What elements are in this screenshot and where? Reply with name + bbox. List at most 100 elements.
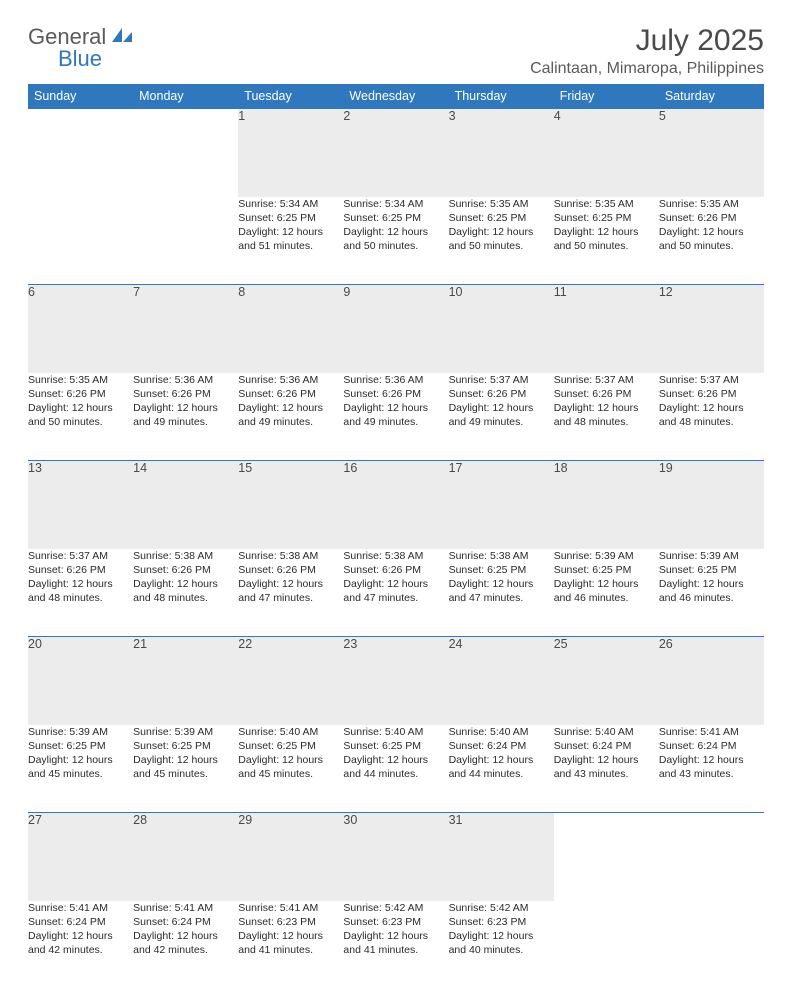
sunset-text: Sunset: 6:23 PM bbox=[449, 915, 554, 929]
sunset-text: Sunset: 6:25 PM bbox=[449, 563, 554, 577]
sunset-text: Sunset: 6:25 PM bbox=[659, 563, 764, 577]
daylight-text-1: Daylight: 12 hours bbox=[449, 577, 554, 591]
sunset-text: Sunset: 6:23 PM bbox=[343, 915, 448, 929]
sunrise-text: Sunrise: 5:34 AM bbox=[343, 197, 448, 211]
sunrise-text: Sunrise: 5:42 AM bbox=[449, 901, 554, 915]
day-content-cell: Sunrise: 5:41 AMSunset: 6:23 PMDaylight:… bbox=[238, 901, 343, 989]
daylight-text-2: and 44 minutes. bbox=[343, 767, 448, 781]
daylight-text-1: Daylight: 12 hours bbox=[343, 929, 448, 943]
sunrise-text: Sunrise: 5:39 AM bbox=[133, 725, 238, 739]
day-header: Friday bbox=[554, 84, 659, 109]
daylight-text-2: and 48 minutes. bbox=[554, 415, 659, 429]
daylight-text-1: Daylight: 12 hours bbox=[554, 753, 659, 767]
sunrise-text: Sunrise: 5:36 AM bbox=[238, 373, 343, 387]
sunrise-text: Sunrise: 5:39 AM bbox=[28, 725, 133, 739]
daylight-text-2: and 50 minutes. bbox=[28, 415, 133, 429]
day-number-cell: 23 bbox=[343, 637, 448, 725]
sunrise-text: Sunrise: 5:37 AM bbox=[449, 373, 554, 387]
sunrise-text: Sunrise: 5:41 AM bbox=[133, 901, 238, 915]
day-number-cell: 7 bbox=[133, 285, 238, 373]
sunset-text: Sunset: 6:26 PM bbox=[343, 387, 448, 401]
day-content-cell bbox=[133, 197, 238, 285]
day-content-cell: Sunrise: 5:34 AMSunset: 6:25 PMDaylight:… bbox=[343, 197, 448, 285]
daylight-text-1: Daylight: 12 hours bbox=[343, 225, 448, 239]
day-number-cell: 17 bbox=[449, 461, 554, 549]
day-number-cell: 26 bbox=[659, 637, 764, 725]
daylight-text-2: and 41 minutes. bbox=[343, 943, 448, 957]
sunset-text: Sunset: 6:25 PM bbox=[343, 739, 448, 753]
month-title: July 2025 bbox=[530, 24, 764, 58]
day-content-cell: Sunrise: 5:41 AMSunset: 6:24 PMDaylight:… bbox=[28, 901, 133, 989]
logo: General Blue bbox=[28, 24, 134, 50]
day-number-cell: 21 bbox=[133, 637, 238, 725]
sunset-text: Sunset: 6:26 PM bbox=[133, 563, 238, 577]
sunrise-text: Sunrise: 5:38 AM bbox=[449, 549, 554, 563]
location: Calintaan, Mimaropa, Philippines bbox=[530, 60, 764, 78]
day-content-cell: Sunrise: 5:38 AMSunset: 6:26 PMDaylight:… bbox=[238, 549, 343, 637]
day-header: Sunday bbox=[28, 84, 133, 109]
daylight-text-1: Daylight: 12 hours bbox=[659, 225, 764, 239]
day-content-cell: Sunrise: 5:39 AMSunset: 6:25 PMDaylight:… bbox=[28, 725, 133, 813]
day-header: Monday bbox=[133, 84, 238, 109]
sunset-text: Sunset: 6:25 PM bbox=[449, 211, 554, 225]
daylight-text-1: Daylight: 12 hours bbox=[449, 753, 554, 767]
daylight-text-1: Daylight: 12 hours bbox=[28, 929, 133, 943]
daylight-text-2: and 48 minutes. bbox=[28, 591, 133, 605]
title-block: July 2025 Calintaan, Mimaropa, Philippin… bbox=[530, 24, 764, 78]
day-content-cell: Sunrise: 5:41 AMSunset: 6:24 PMDaylight:… bbox=[133, 901, 238, 989]
day-content-cell: Sunrise: 5:39 AMSunset: 6:25 PMDaylight:… bbox=[659, 549, 764, 637]
daylight-text-1: Daylight: 12 hours bbox=[343, 577, 448, 591]
sunrise-text: Sunrise: 5:35 AM bbox=[28, 373, 133, 387]
daylight-text-2: and 49 minutes. bbox=[343, 415, 448, 429]
sunset-text: Sunset: 6:26 PM bbox=[238, 387, 343, 401]
day-number-cell: 19 bbox=[659, 461, 764, 549]
daylight-text-2: and 51 minutes. bbox=[238, 239, 343, 253]
day-number-cell bbox=[133, 109, 238, 197]
sunrise-text: Sunrise: 5:39 AM bbox=[554, 549, 659, 563]
daylight-text-1: Daylight: 12 hours bbox=[238, 753, 343, 767]
day-number-cell: 8 bbox=[238, 285, 343, 373]
daylight-text-2: and 41 minutes. bbox=[238, 943, 343, 957]
daylight-text-2: and 45 minutes. bbox=[133, 767, 238, 781]
logo-text-blue: Blue bbox=[58, 46, 102, 72]
sunset-text: Sunset: 6:26 PM bbox=[238, 563, 343, 577]
content-row: Sunrise: 5:39 AMSunset: 6:25 PMDaylight:… bbox=[28, 725, 764, 813]
day-content-cell: Sunrise: 5:39 AMSunset: 6:25 PMDaylight:… bbox=[554, 549, 659, 637]
daylight-text-1: Daylight: 12 hours bbox=[343, 401, 448, 415]
day-content-cell: Sunrise: 5:36 AMSunset: 6:26 PMDaylight:… bbox=[133, 373, 238, 461]
day-content-cell: Sunrise: 5:38 AMSunset: 6:25 PMDaylight:… bbox=[449, 549, 554, 637]
daylight-text-1: Daylight: 12 hours bbox=[659, 753, 764, 767]
day-content-cell: Sunrise: 5:37 AMSunset: 6:26 PMDaylight:… bbox=[449, 373, 554, 461]
sunset-text: Sunset: 6:26 PM bbox=[659, 211, 764, 225]
daylight-text-2: and 50 minutes. bbox=[659, 239, 764, 253]
day-number-cell: 2 bbox=[343, 109, 448, 197]
daylight-text-1: Daylight: 12 hours bbox=[659, 577, 764, 591]
daylight-text-1: Daylight: 12 hours bbox=[133, 929, 238, 943]
daylight-text-2: and 44 minutes. bbox=[449, 767, 554, 781]
sunrise-text: Sunrise: 5:35 AM bbox=[554, 197, 659, 211]
content-row: Sunrise: 5:41 AMSunset: 6:24 PMDaylight:… bbox=[28, 901, 764, 989]
day-number-cell bbox=[554, 813, 659, 901]
day-number-cell: 22 bbox=[238, 637, 343, 725]
daylight-text-1: Daylight: 12 hours bbox=[449, 401, 554, 415]
day-content-cell: Sunrise: 5:42 AMSunset: 6:23 PMDaylight:… bbox=[343, 901, 448, 989]
daylight-text-2: and 49 minutes. bbox=[238, 415, 343, 429]
day-number-cell: 28 bbox=[133, 813, 238, 901]
sunset-text: Sunset: 6:23 PM bbox=[238, 915, 343, 929]
sunrise-text: Sunrise: 5:38 AM bbox=[343, 549, 448, 563]
day-content-cell: Sunrise: 5:37 AMSunset: 6:26 PMDaylight:… bbox=[28, 549, 133, 637]
day-content-cell: Sunrise: 5:40 AMSunset: 6:25 PMDaylight:… bbox=[238, 725, 343, 813]
sunset-text: Sunset: 6:25 PM bbox=[133, 739, 238, 753]
sunrise-text: Sunrise: 5:41 AM bbox=[659, 725, 764, 739]
daylight-text-1: Daylight: 12 hours bbox=[28, 753, 133, 767]
sunset-text: Sunset: 6:24 PM bbox=[554, 739, 659, 753]
daylight-text-1: Daylight: 12 hours bbox=[449, 225, 554, 239]
daylight-text-1: Daylight: 12 hours bbox=[343, 753, 448, 767]
day-number-cell: 6 bbox=[28, 285, 133, 373]
day-number-cell: 14 bbox=[133, 461, 238, 549]
sunset-text: Sunset: 6:26 PM bbox=[28, 387, 133, 401]
day-number-cell: 31 bbox=[449, 813, 554, 901]
daylight-text-1: Daylight: 12 hours bbox=[28, 401, 133, 415]
day-header: Tuesday bbox=[238, 84, 343, 109]
sunrise-text: Sunrise: 5:40 AM bbox=[449, 725, 554, 739]
